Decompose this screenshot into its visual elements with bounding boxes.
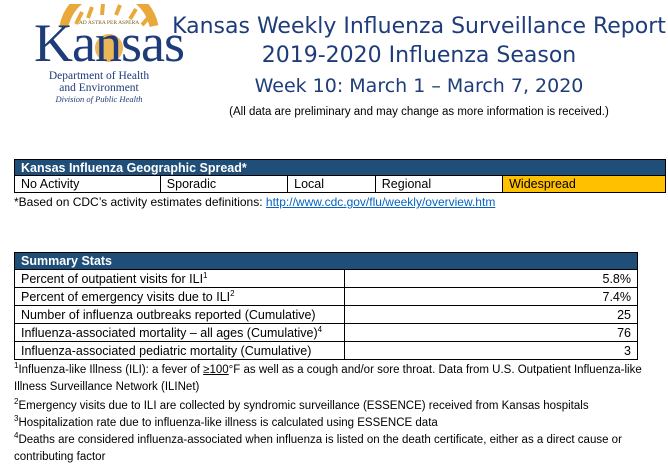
summary-value: 25 bbox=[344, 305, 638, 324]
footnote-number: 2 bbox=[14, 397, 19, 407]
spread-level: Regional bbox=[374, 175, 504, 193]
footnote-text: Influenza-like Illness (ILI): a fever of bbox=[18, 364, 204, 376]
logo-sunflower-arc: AD ASTRA PER ASPERA bbox=[59, 4, 159, 62]
spread-level: Sporadic bbox=[159, 175, 289, 193]
summary-row: Number of influenza outbreaks reported (… bbox=[14, 305, 638, 324]
footnote-4: 4Deaths are considered influenza-associa… bbox=[14, 432, 654, 466]
spread-note: *Based on CDC’s activity estimates defin… bbox=[14, 195, 495, 209]
footnote-number: 4 bbox=[14, 431, 19, 441]
footnote-text: Hospitalization rate due to influenza-li… bbox=[18, 417, 438, 429]
summary-value: 7.4% bbox=[344, 287, 638, 306]
footnote-1: 1Influenza-like Illness (ILI): a fever o… bbox=[14, 362, 654, 396]
footnote-text: °F as well as a cough and/or sore throat… bbox=[14, 364, 642, 393]
summary-row: Percent of emergency visits due to ILI2 … bbox=[14, 287, 638, 306]
footnote-text: Emergency visits due to ILI are collecte… bbox=[18, 400, 589, 412]
summary-header-row: Summary Stats bbox=[14, 252, 638, 270]
logo-motto: AD ASTRA PER ASPERA bbox=[79, 20, 139, 26]
spread-level: Local bbox=[287, 175, 376, 193]
cdc-definitions-link[interactable]: http://www.cdc.gov/flu/weekly/overview.h… bbox=[265, 195, 496, 209]
summary-label-text: Influenza-associated mortality – all age… bbox=[21, 325, 318, 340]
summary-label: Influenza-associated pediatric mortality… bbox=[14, 341, 345, 360]
summary-value: 3 bbox=[344, 341, 638, 360]
spread-level-active: Widespread bbox=[502, 175, 666, 193]
summary-row: Percent of outpatient visits for ILI1 5.… bbox=[14, 269, 638, 288]
summary-label-text: Influenza-associated pediatric mortality… bbox=[21, 343, 312, 358]
footnote-number: 3 bbox=[14, 414, 19, 424]
spread-level: No Activity bbox=[14, 175, 161, 193]
summary-stats-table: Summary Stats Percent of outpatient visi… bbox=[14, 252, 638, 360]
footnote-number: 1 bbox=[14, 361, 19, 371]
spread-levels-row: No Activity Sporadic Local Regional Wide… bbox=[14, 175, 666, 193]
footnote-ref: 1 bbox=[203, 270, 208, 280]
footnote-3: 3Hospitalization rate due to influenza-l… bbox=[14, 415, 654, 432]
spread-header-row: Kansas Influenza Geographic Spread* bbox=[14, 159, 666, 176]
summary-value: 76 bbox=[344, 323, 638, 342]
footnote-2: 2Emergency visits due to ILI are collect… bbox=[14, 398, 654, 415]
footnote-ref: 2 bbox=[230, 288, 235, 298]
summary-table-title: Summary Stats bbox=[14, 252, 638, 270]
spread-table-title: Kansas Influenza Geographic Spread* bbox=[14, 159, 666, 176]
summary-label-text: Percent of outpatient visits for ILI bbox=[21, 271, 204, 286]
summary-label-text: Number of influenza outbreaks reported (… bbox=[21, 307, 316, 322]
footnote-text: Deaths are considered influenza-associat… bbox=[14, 434, 622, 463]
footnote-ref: 4 bbox=[317, 324, 323, 334]
kdhe-logo: AD ASTRA PER ASPERA Kansas Department of… bbox=[24, 4, 185, 108]
summary-label: Number of influenza outbreaks reported (… bbox=[14, 305, 345, 324]
summary-label: Percent of emergency visits due to ILI2 bbox=[14, 287, 345, 306]
logo-kansas-wordmark: Kansas bbox=[34, 13, 185, 73]
spread-note-text: *Based on CDC’s activity estimates defin… bbox=[14, 195, 266, 209]
geographic-spread-table: Kansas Influenza Geographic Spread* No A… bbox=[14, 159, 666, 193]
report-title: Kansas Weekly Influenza Surveillance Rep… bbox=[172, 14, 666, 39]
disclaimer: (All data are preliminary and may change… bbox=[229, 106, 609, 118]
summary-label-text: Percent of emergency visits due to ILI bbox=[21, 289, 231, 304]
week-title: Week 10: March 1 – March 7, 2020 bbox=[254, 75, 584, 97]
footnote-temp: ≥100 bbox=[203, 364, 229, 376]
summary-label: Influenza-associated mortality – all age… bbox=[14, 323, 345, 342]
summary-value: 5.8% bbox=[344, 269, 638, 288]
summary-row: Influenza-associated pediatric mortality… bbox=[14, 341, 638, 360]
summary-row: Influenza-associated mortality – all age… bbox=[14, 323, 638, 342]
season-title: 2019-2020 Influenza Season bbox=[261, 43, 577, 68]
summary-label: Percent of outpatient visits for ILI1 bbox=[14, 269, 345, 288]
logo-dept-line2: and Environment bbox=[59, 82, 139, 94]
logo-dept-line1: Department of Health bbox=[48, 70, 150, 82]
logo-dept-line3: Division of Public Health bbox=[55, 94, 143, 104]
